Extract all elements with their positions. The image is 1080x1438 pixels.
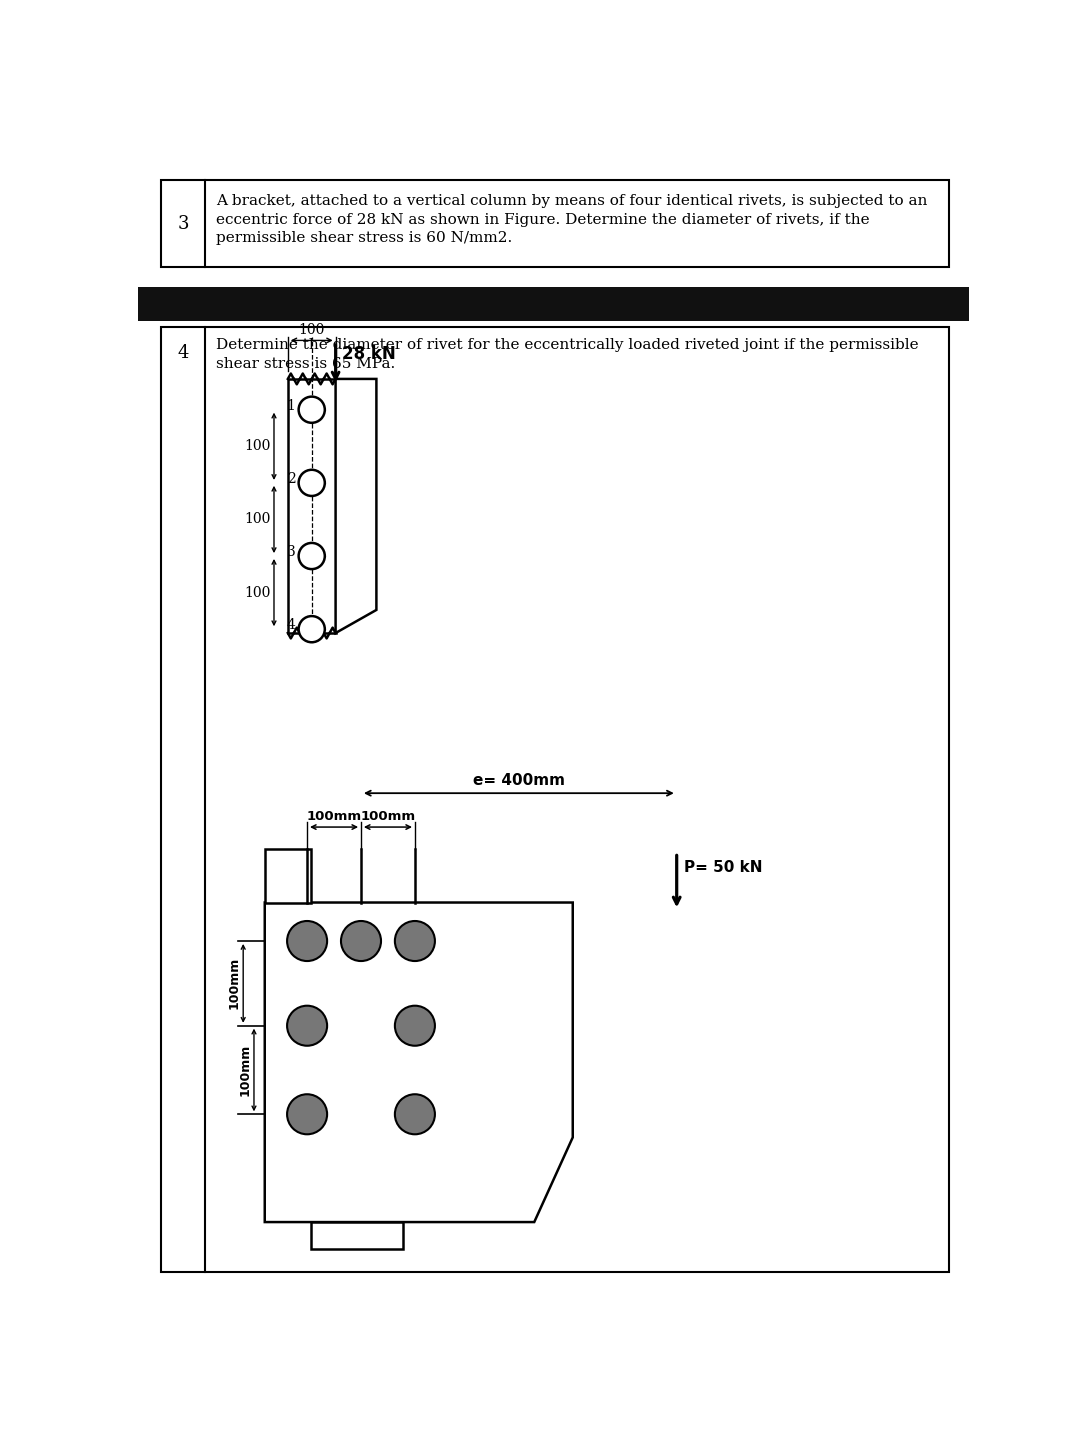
Circle shape xyxy=(299,615,325,643)
Bar xyxy=(288,380,336,633)
Circle shape xyxy=(395,1005,435,1045)
Text: permissible shear stress is 60 N/mm2.: permissible shear stress is 60 N/mm2. xyxy=(216,232,513,244)
Bar xyxy=(265,848,311,903)
Bar xyxy=(161,180,948,267)
Text: 100mm: 100mm xyxy=(239,1044,252,1096)
Text: 100: 100 xyxy=(244,439,271,453)
Text: A bracket, attached to a vertical column by means of four identical rivets, is s: A bracket, attached to a vertical column… xyxy=(216,194,928,209)
Circle shape xyxy=(287,1094,327,1135)
Circle shape xyxy=(341,920,381,961)
Text: 2: 2 xyxy=(287,472,296,486)
Text: 100mm: 100mm xyxy=(307,810,362,823)
Circle shape xyxy=(299,470,325,496)
Circle shape xyxy=(287,920,327,961)
Text: 3: 3 xyxy=(177,214,189,233)
Text: 3: 3 xyxy=(287,545,296,559)
Circle shape xyxy=(395,1094,435,1135)
Circle shape xyxy=(287,1005,327,1045)
Text: P= 50 kN: P= 50 kN xyxy=(685,860,762,876)
Text: 4: 4 xyxy=(177,344,189,361)
Text: eccentric force of 28 kN as shown in Figure. Determine the diameter of rivets, i: eccentric force of 28 kN as shown in Fig… xyxy=(216,213,869,227)
Circle shape xyxy=(395,920,435,961)
Bar xyxy=(138,286,970,321)
Polygon shape xyxy=(265,903,572,1222)
Text: shear stress is 65 MPa.: shear stress is 65 MPa. xyxy=(216,357,395,371)
Bar xyxy=(161,326,948,1273)
Text: 100mm: 100mm xyxy=(361,810,416,823)
Text: e= 400mm: e= 400mm xyxy=(473,772,565,788)
Text: 28 kN: 28 kN xyxy=(341,345,395,364)
Text: 100mm: 100mm xyxy=(228,958,241,1009)
Circle shape xyxy=(299,397,325,423)
Polygon shape xyxy=(336,380,377,633)
Text: 4: 4 xyxy=(286,618,296,633)
Text: Determine the diameter of rivet for the eccentrically loaded riveted joint if th: Determine the diameter of rivet for the … xyxy=(216,338,919,352)
Text: 1: 1 xyxy=(286,398,296,413)
Text: 100: 100 xyxy=(244,512,271,526)
Text: 100: 100 xyxy=(298,324,325,338)
Text: 100: 100 xyxy=(244,585,271,600)
Circle shape xyxy=(299,544,325,569)
Bar xyxy=(311,1222,403,1250)
